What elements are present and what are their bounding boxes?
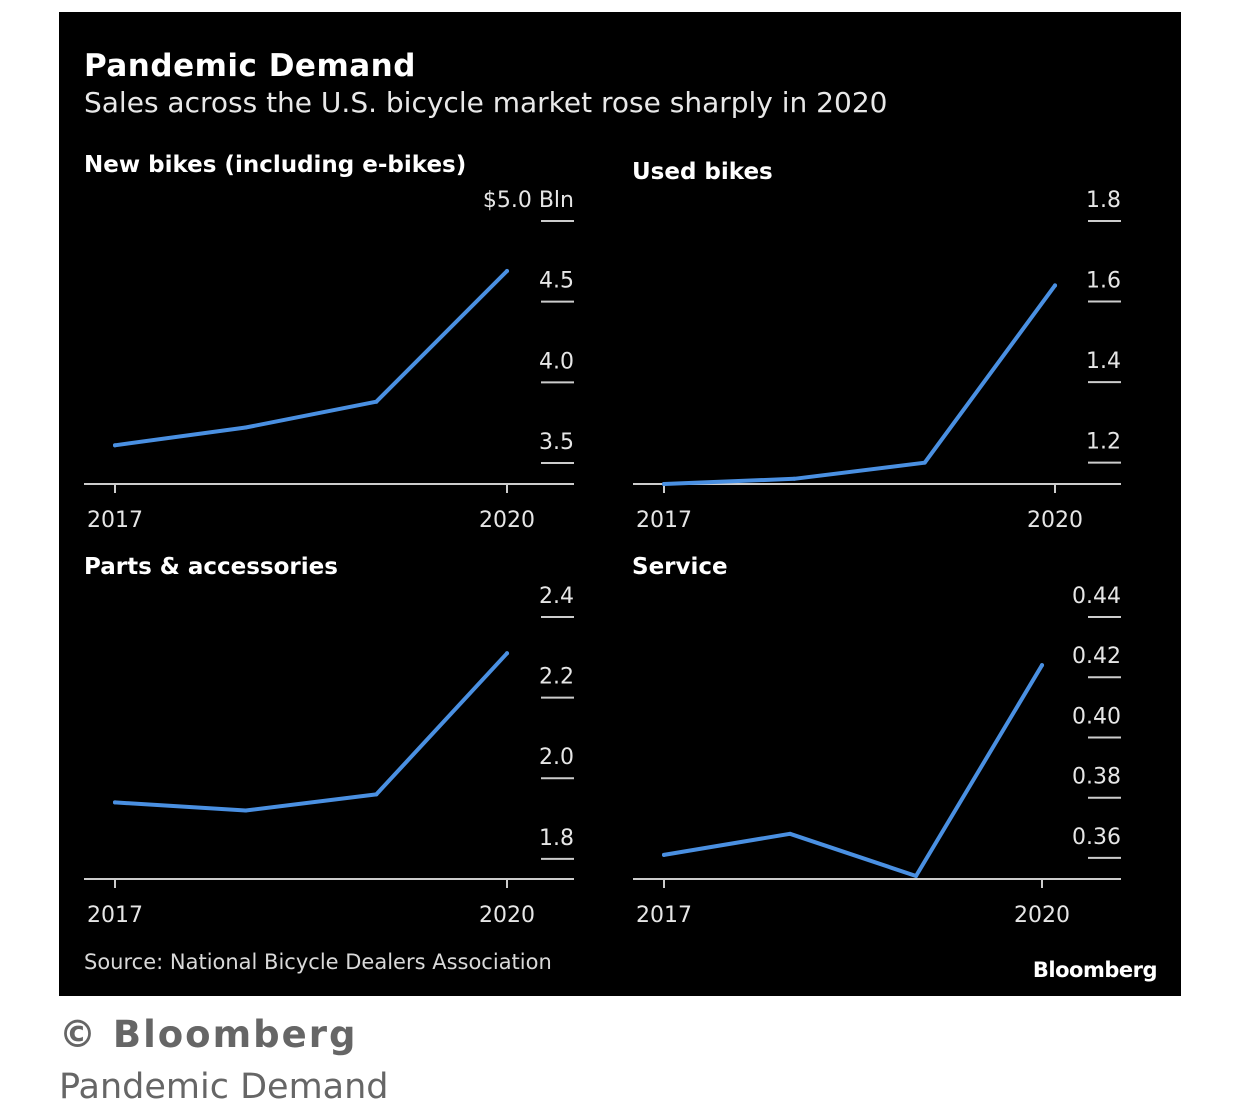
panel-title: Service: [632, 554, 728, 580]
data-point: [113, 800, 117, 805]
y-tick-label: 1.8: [539, 826, 574, 851]
data-point: [505, 651, 509, 656]
y-tick-label: 4.5: [539, 269, 574, 294]
data-point: [243, 808, 248, 813]
chart-title: Pandemic Demand: [84, 48, 416, 84]
data-point: [374, 792, 379, 797]
x-tick-label: 2020: [479, 508, 535, 533]
x-tick-label: 2020: [1027, 508, 1083, 533]
data-point: [788, 831, 792, 836]
series-line: [113, 651, 509, 813]
data-point: [914, 873, 918, 878]
brand-logo: Bloomberg: [1032, 958, 1158, 982]
x-tick-label: 2017: [87, 903, 143, 928]
panel-title: Used bikes: [632, 159, 773, 185]
data-point: [1053, 283, 1057, 288]
y-tick-label: 2.4: [539, 584, 574, 609]
chart-subtitle: Sales across the U.S. bicycle market ros…: [84, 86, 888, 119]
small-multiples-charts: New bikes (including e-bikes) 3.5 4.0 4.5 $5…: [84, 152, 1121, 928]
data-point: [374, 399, 379, 404]
data-point: [662, 852, 666, 857]
series-line: [662, 663, 1044, 878]
data-point: [792, 476, 797, 481]
data-point: [113, 443, 117, 448]
copyright-notice: © Bloomberg: [59, 1013, 358, 1056]
x-tick-label: 2017: [636, 903, 692, 928]
data-point: [243, 425, 248, 430]
y-tick-label: 2.0: [539, 745, 574, 770]
y-tick-label: 1.4: [1086, 349, 1121, 374]
x-tick-label: 2020: [1014, 903, 1070, 928]
y-tick-label: 0.40: [1072, 704, 1121, 729]
y-tick-label: 0.44: [1072, 584, 1121, 609]
data-point: [662, 482, 666, 486]
y-tick-label: $5.0 Bln: [483, 188, 574, 213]
image-caption: Pandemic Demand: [59, 1067, 389, 1107]
y-tick-label: 1.2: [1086, 430, 1121, 455]
x-tick-label: 2020: [479, 903, 535, 928]
series-line: [662, 283, 1057, 486]
y-tick-label: 0.38: [1072, 765, 1121, 790]
data-point: [505, 269, 509, 274]
data-point: [1040, 663, 1044, 668]
panel-title: Parts & accessories: [84, 554, 338, 580]
x-tick-label: 2017: [87, 508, 143, 533]
data-point: [922, 460, 927, 465]
y-tick-label: 1.6: [1086, 269, 1121, 294]
panel-title: New bikes (including e-bikes): [84, 152, 466, 178]
y-tick-label: 2.2: [539, 665, 574, 690]
x-tick-label: 2017: [636, 508, 692, 533]
source-note: Source: National Bicycle Dealers Associa…: [84, 950, 552, 974]
series-line: [113, 269, 509, 448]
y-tick-label: 4.0: [539, 349, 574, 374]
chart-panel: Pandemic Demand Sales across the U.S. bi…: [59, 12, 1181, 996]
y-tick-label: 3.5: [539, 430, 574, 455]
y-tick-label: 1.8: [1086, 188, 1121, 213]
y-tick-label: 0.42: [1072, 644, 1121, 669]
y-tick-label: 0.36: [1072, 825, 1121, 850]
